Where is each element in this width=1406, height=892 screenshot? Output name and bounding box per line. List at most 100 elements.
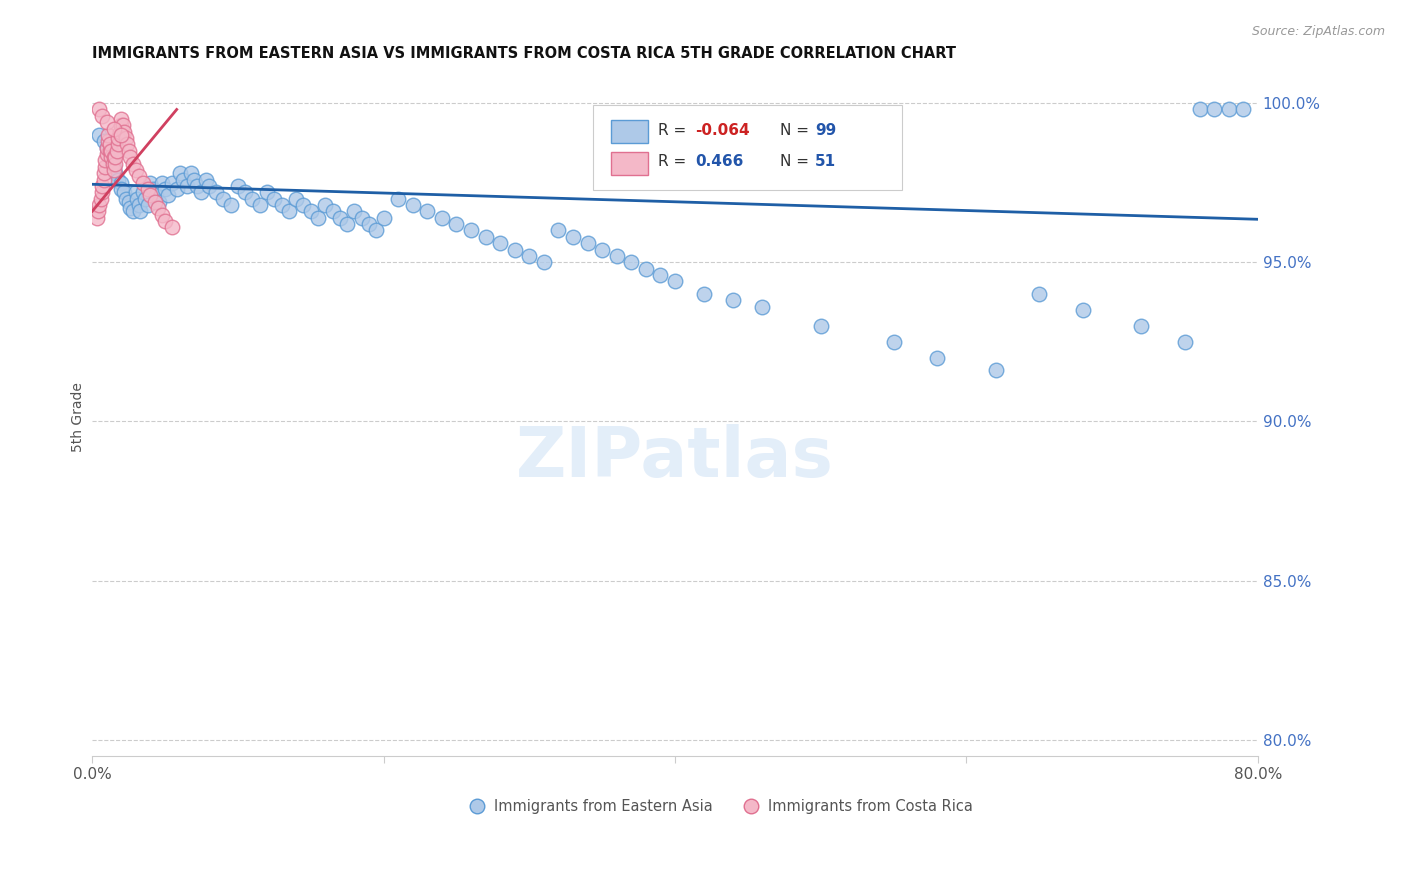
Point (1232, 103, 1254, 117)
Point (98, 147, 121, 161)
Point (96, 147, 118, 161)
Point (89, 198, 111, 212)
FancyBboxPatch shape (610, 152, 648, 175)
Point (1204, 103, 1226, 117)
Point (112, 125, 135, 139)
Point (98, 137, 121, 152)
Point (176, 178, 198, 193)
Point (219, 198, 242, 212)
Point (810, 318, 832, 333)
Point (128, 169, 150, 184)
Point (277, 204, 299, 219)
Point (299, 204, 322, 219)
Text: Source: ZipAtlas.com: Source: ZipAtlas.com (1251, 25, 1385, 38)
Point (143, 194, 166, 209)
Point (98, 144, 121, 158)
Point (108, 125, 131, 139)
Point (1188, 103, 1211, 117)
Point (166, 182, 188, 196)
Point (91, 186, 114, 200)
Point (336, 217, 359, 231)
Point (242, 192, 264, 206)
Point (503, 243, 526, 257)
Point (103, 163, 125, 178)
Point (107, 131, 129, 145)
Point (112, 186, 135, 200)
Point (146, 201, 169, 215)
Point (104, 150, 127, 164)
Point (984, 363, 1007, 377)
Point (117, 194, 139, 209)
Point (190, 186, 212, 200)
Point (446, 217, 468, 231)
Text: IMMIGRANTS FROM EASTERN ASIA VS IMMIGRANTS FROM COSTA RICA 5TH GRADE CORRELATION: IMMIGRANTS FROM EASTERN ASIA VS IMMIGRAN… (93, 46, 956, 62)
Point (122, 204, 145, 219)
Point (1130, 318, 1153, 333)
Point (150, 207, 173, 221)
Point (664, 274, 686, 288)
Point (97, 134, 120, 148)
Point (115, 137, 138, 152)
Point (89, 128, 111, 142)
Point (357, 217, 380, 231)
Point (460, 223, 482, 237)
Point (89, 103, 111, 117)
Point (883, 334, 905, 349)
Point (104, 156, 127, 170)
Point (156, 188, 179, 202)
Point (86, 211, 108, 225)
Point (110, 182, 132, 196)
Point (127, 192, 149, 206)
Point (547, 223, 569, 237)
Point (100, 144, 122, 158)
Point (97, 128, 120, 142)
FancyBboxPatch shape (593, 104, 903, 189)
Text: R =: R = (658, 123, 690, 138)
Point (1174, 334, 1197, 349)
Point (723, 293, 745, 308)
Point (139, 188, 162, 202)
Point (125, 163, 148, 178)
Point (117, 144, 139, 158)
Point (606, 249, 628, 263)
Point (114, 192, 136, 206)
Point (94, 153, 117, 168)
Text: N =: N = (780, 154, 814, 169)
Point (263, 192, 285, 206)
Point (285, 192, 308, 206)
Point (103, 150, 125, 164)
Point (650, 268, 672, 282)
Point (153, 214, 176, 228)
Point (183, 172, 205, 186)
Point (197, 178, 219, 193)
Point (1071, 303, 1094, 318)
Point (107, 172, 129, 186)
Point (110, 119, 132, 133)
Point (142, 182, 165, 196)
Y-axis label: 5th Grade: 5th Grade (72, 382, 86, 451)
Point (1028, 287, 1050, 301)
Point (343, 204, 366, 219)
Point (373, 211, 395, 225)
Text: Immigrants from Costa Rica: Immigrants from Costa Rica (768, 799, 973, 814)
Text: 0.466: 0.466 (695, 154, 744, 169)
Point (927, 351, 949, 365)
Point (489, 236, 512, 251)
Point (416, 204, 439, 219)
Point (307, 211, 329, 225)
Text: 51: 51 (815, 154, 837, 169)
Point (350, 211, 373, 225)
Point (169, 166, 191, 180)
Point (96, 115, 118, 129)
Point (103, 160, 125, 174)
Point (180, 166, 202, 180)
Point (162, 220, 184, 235)
Point (517, 249, 540, 263)
Point (128, 198, 150, 212)
Point (474, 229, 496, 244)
Point (132, 176, 155, 190)
Point (430, 211, 453, 225)
Point (129, 204, 152, 219)
Point (111, 119, 134, 133)
Point (562, 229, 585, 244)
